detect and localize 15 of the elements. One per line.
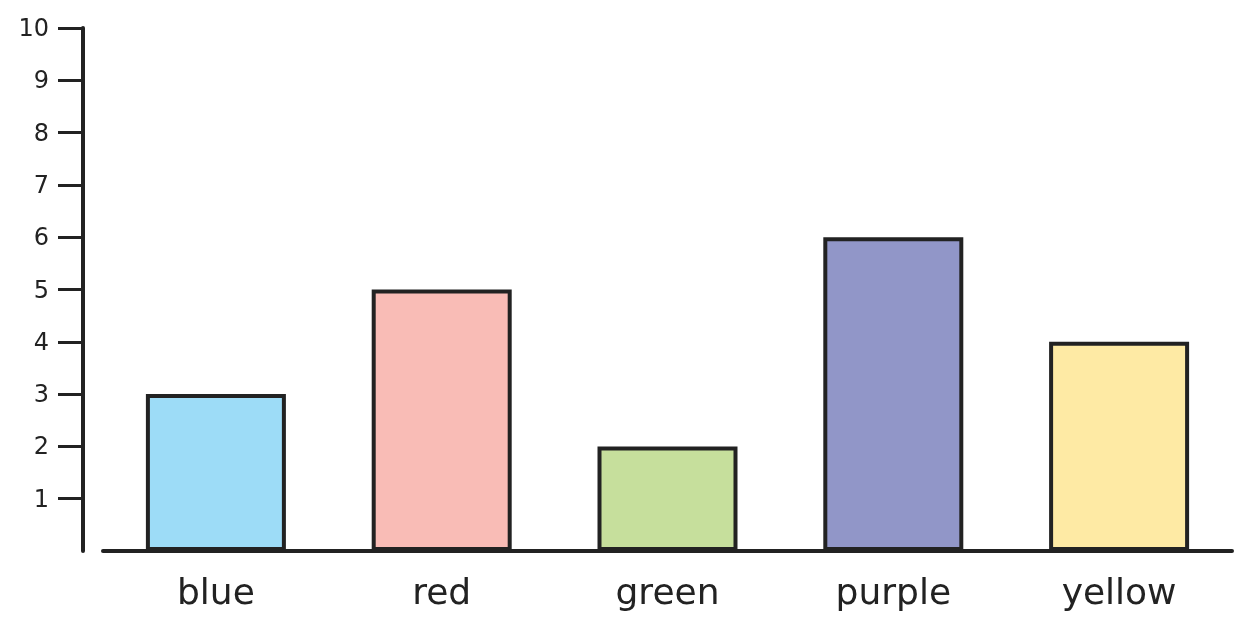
y-tick-label: 3 xyxy=(33,380,49,409)
y-tick-label: 7 xyxy=(33,170,49,199)
y-tick-label: 8 xyxy=(33,118,49,147)
x-tick-label: purple xyxy=(835,570,952,612)
y-tick-label: 1 xyxy=(33,484,49,513)
x-tick-label: yellow xyxy=(1061,570,1177,612)
y-tick-label: 9 xyxy=(33,66,49,95)
y-tick-label: 5 xyxy=(33,275,49,304)
x-tick-label: blue xyxy=(176,570,255,612)
x-tick-label: green xyxy=(615,570,720,612)
x-tick-label: red xyxy=(412,570,472,612)
y-tick-label: 6 xyxy=(33,223,49,252)
y-tick-label: 4 xyxy=(33,327,49,356)
y-tick-label: 2 xyxy=(33,432,49,461)
y-tick-label: 10 xyxy=(18,14,49,42)
